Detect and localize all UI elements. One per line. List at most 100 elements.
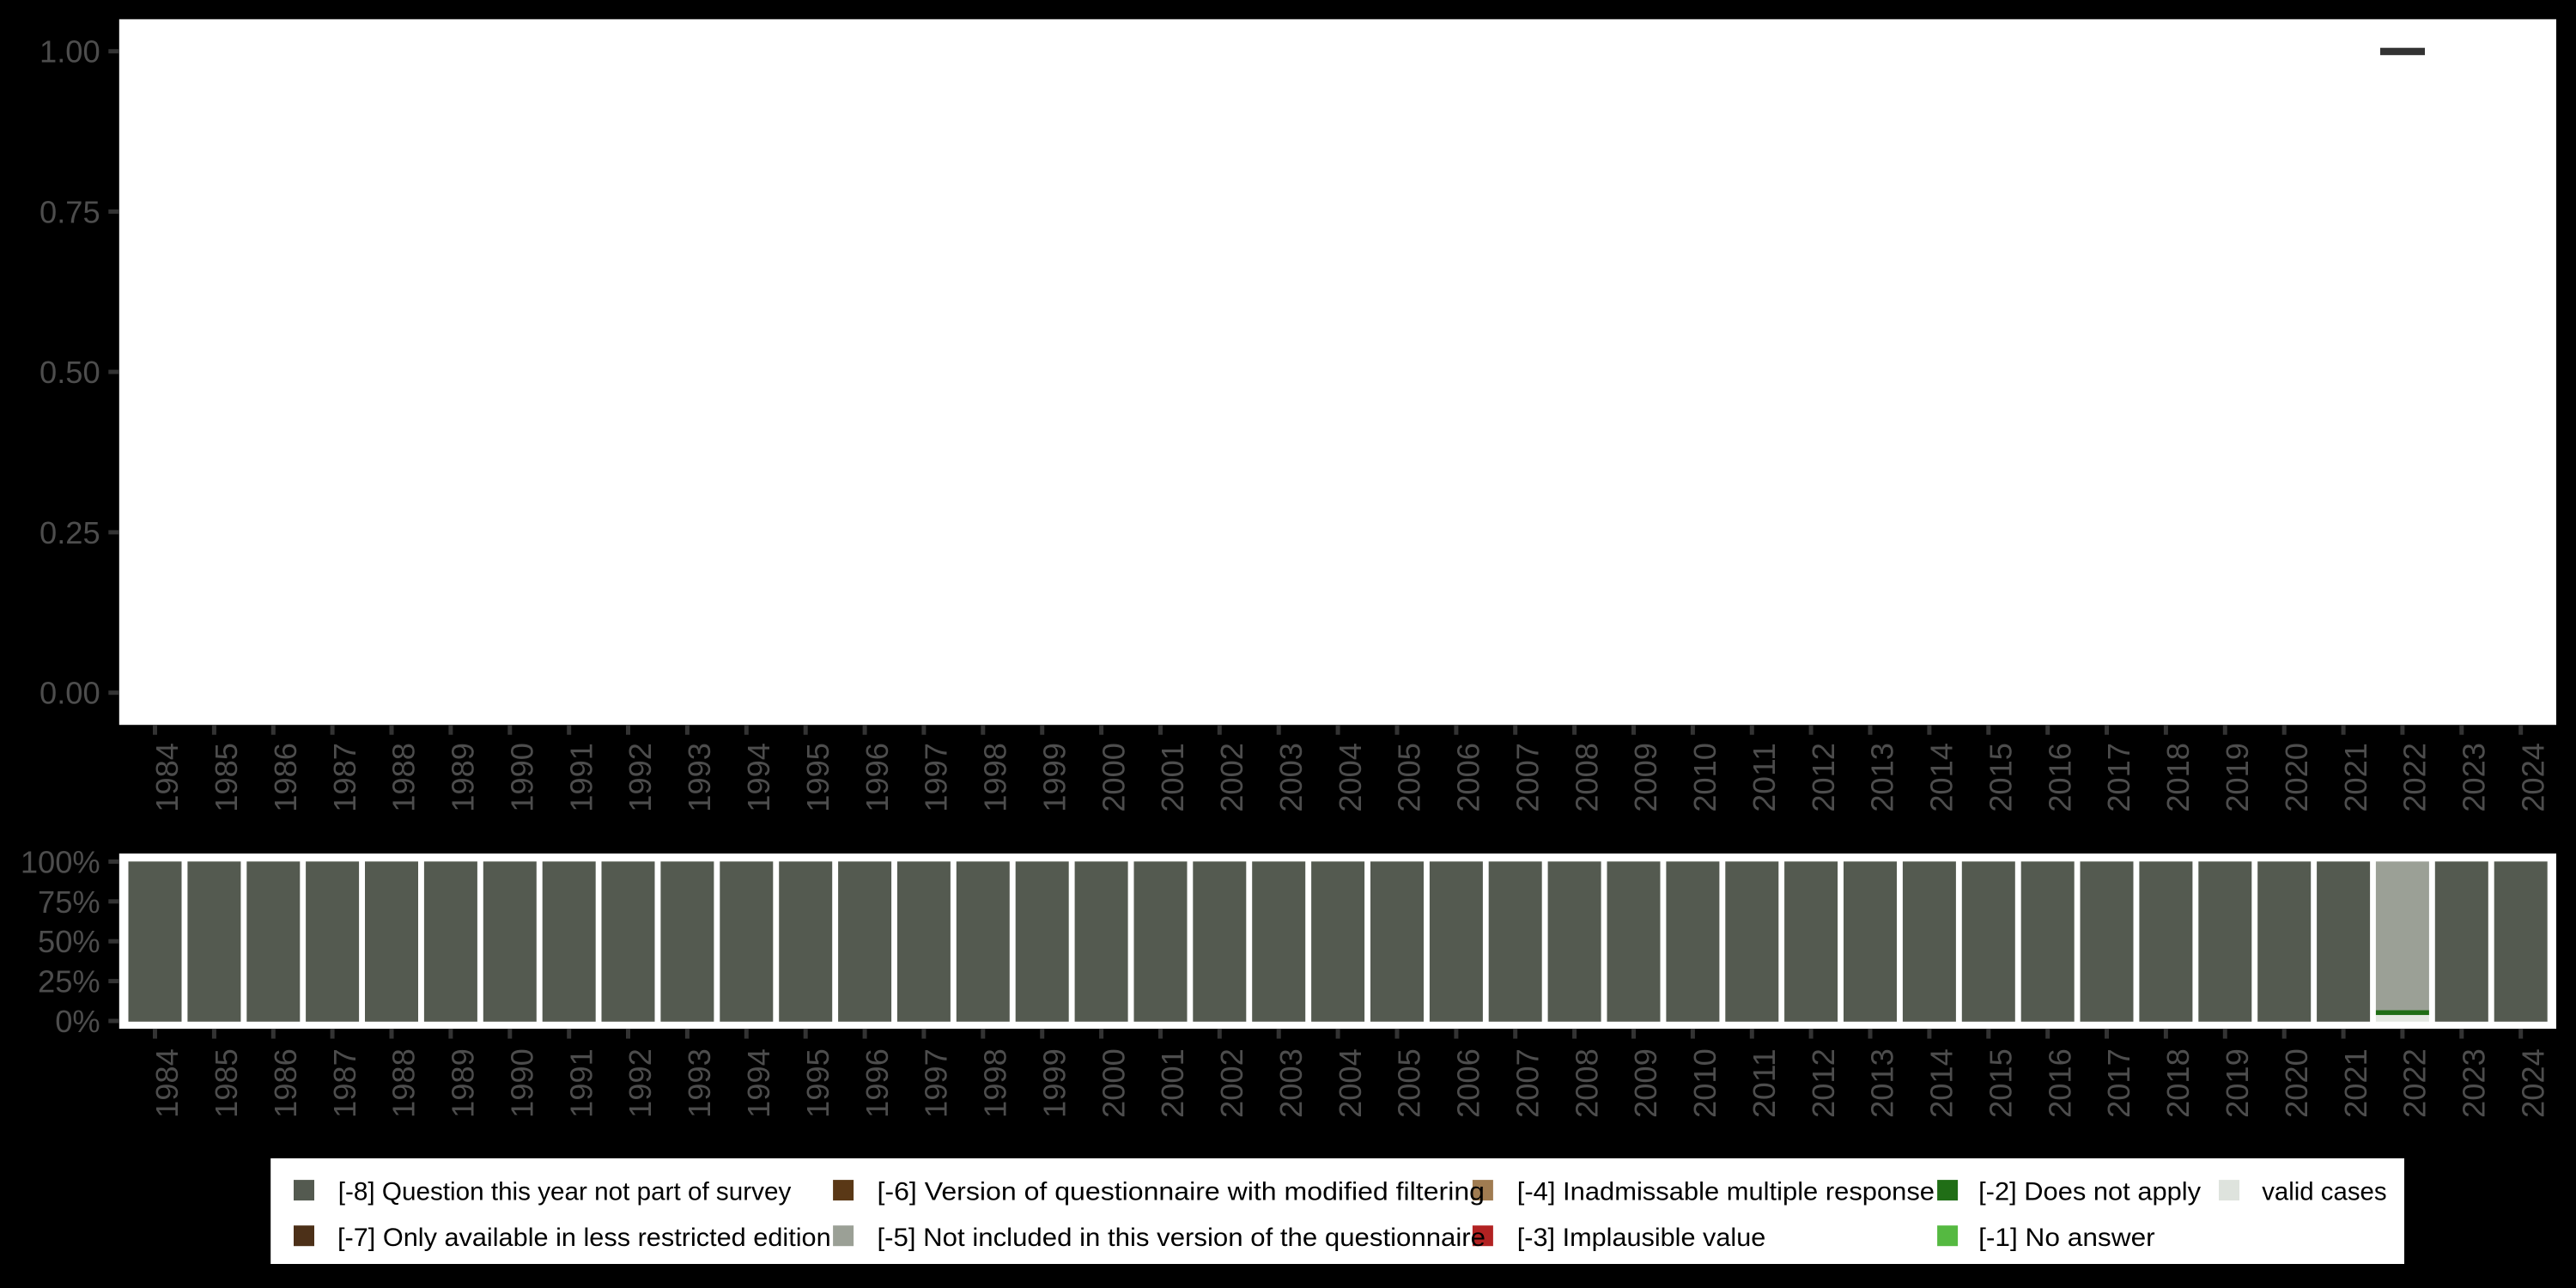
svg-text:1994: 1994: [741, 743, 776, 812]
svg-text:2010: 2010: [1687, 743, 1722, 812]
svg-text:[-7] Only available in less re: [-7] Only available in less restricted e…: [337, 1224, 831, 1252]
svg-text:0.75: 0.75: [39, 194, 100, 229]
svg-text:2018: 2018: [2160, 1048, 2196, 1118]
svg-text:1986: 1986: [268, 743, 303, 812]
svg-text:1998: 1998: [978, 1048, 1013, 1118]
svg-text:2005: 2005: [1392, 743, 1427, 812]
svg-text:2002: 2002: [1214, 743, 1249, 812]
svg-text:2016: 2016: [2042, 743, 2077, 812]
svg-text:1985: 1985: [209, 1048, 244, 1118]
svg-text:1997: 1997: [919, 1048, 954, 1118]
svg-text:1997: 1997: [919, 743, 954, 812]
svg-text:2001: 2001: [1155, 1048, 1190, 1118]
svg-text:50%: 50%: [38, 924, 100, 959]
svg-text:2019: 2019: [2220, 1048, 2255, 1118]
svg-text:2014: 2014: [1924, 743, 1959, 812]
svg-text:2004: 2004: [1333, 1048, 1368, 1118]
svg-text:2024: 2024: [2515, 743, 2550, 812]
svg-text:1993: 1993: [682, 1048, 717, 1118]
svg-text:2007: 2007: [1510, 743, 1545, 812]
svg-text:1.00: 1.00: [39, 34, 100, 70]
svg-text:2022: 2022: [2397, 743, 2433, 812]
svg-text:2009: 2009: [1628, 743, 1663, 812]
svg-text:2021: 2021: [2338, 743, 2373, 812]
svg-text:[-5] Not included in this vers: [-5] Not included in this version of the…: [878, 1224, 1486, 1252]
svg-text:1989: 1989: [446, 743, 481, 812]
svg-text:1990: 1990: [505, 1048, 540, 1118]
svg-text:1999: 1999: [1036, 743, 1072, 812]
svg-text:25%: 25%: [38, 964, 100, 999]
svg-text:1992: 1992: [623, 743, 658, 812]
svg-text:0.00: 0.00: [39, 676, 100, 711]
svg-text:2001: 2001: [1155, 743, 1190, 812]
svg-text:2006: 2006: [1451, 743, 1486, 812]
svg-text:1986: 1986: [268, 1048, 303, 1118]
svg-text:2008: 2008: [1569, 743, 1604, 812]
svg-text:1995: 1995: [800, 1048, 835, 1118]
svg-text:1990: 1990: [505, 743, 540, 812]
svg-text:2021: 2021: [2338, 1048, 2373, 1118]
svg-text:2023: 2023: [2457, 743, 2492, 812]
svg-text:[-4] Inadmissable multiple res: [-4] Inadmissable multiple response: [1517, 1178, 1935, 1206]
svg-text:1992: 1992: [623, 1048, 658, 1118]
svg-text:2012: 2012: [1806, 743, 1841, 812]
svg-text:[-1] No answer: [-1] No answer: [1978, 1224, 2155, 1252]
svg-text:2018: 2018: [2160, 743, 2196, 812]
svg-text:2011: 2011: [1747, 743, 1782, 812]
svg-text:1993: 1993: [682, 743, 717, 812]
svg-text:2013: 2013: [1865, 743, 1900, 812]
svg-text:2019: 2019: [2220, 743, 2255, 812]
svg-text:2017: 2017: [2101, 1048, 2136, 1118]
svg-text:1991: 1991: [563, 1048, 598, 1118]
svg-text:75%: 75%: [38, 884, 100, 920]
svg-text:0.50: 0.50: [39, 355, 100, 390]
svg-text:2024: 2024: [2515, 1048, 2550, 1118]
svg-text:1996: 1996: [860, 743, 895, 812]
svg-text:2020: 2020: [2279, 743, 2314, 812]
svg-text:0%: 0%: [55, 1004, 100, 1039]
svg-text:[-2] Does not apply: [-2] Does not apply: [1978, 1178, 2201, 1206]
svg-text:1984: 1984: [149, 1048, 185, 1118]
svg-text:1985: 1985: [209, 743, 244, 812]
svg-text:2023: 2023: [2457, 1048, 2492, 1118]
svg-text:valid cases: valid cases: [2262, 1178, 2386, 1206]
svg-text:2000: 2000: [1096, 1048, 1131, 1118]
svg-text:0.25: 0.25: [39, 515, 100, 550]
svg-text:2014: 2014: [1924, 1048, 1959, 1118]
svg-text:1994: 1994: [741, 1048, 776, 1118]
svg-text:1995: 1995: [800, 743, 835, 812]
svg-text:2010: 2010: [1687, 1048, 1722, 1118]
svg-text:2007: 2007: [1510, 1048, 1545, 1118]
svg-text:2012: 2012: [1806, 1048, 1841, 1118]
svg-text:2008: 2008: [1569, 1048, 1604, 1118]
svg-text:1991: 1991: [563, 743, 598, 812]
svg-text:2003: 2003: [1273, 1048, 1309, 1118]
svg-text:1998: 1998: [978, 743, 1013, 812]
svg-text:2015: 2015: [1984, 743, 2019, 812]
svg-text:[-3] Implausible value: [-3] Implausible value: [1517, 1224, 1766, 1252]
svg-text:2016: 2016: [2042, 1048, 2077, 1118]
svg-text:2020: 2020: [2279, 1048, 2314, 1118]
svg-text:1999: 1999: [1036, 1048, 1072, 1118]
svg-text:1987: 1987: [327, 1048, 362, 1118]
svg-text:1996: 1996: [860, 1048, 895, 1118]
svg-text:2000: 2000: [1096, 743, 1131, 812]
svg-text:2022: 2022: [2397, 1048, 2433, 1118]
svg-text:2011: 2011: [1747, 1048, 1782, 1118]
svg-text:2013: 2013: [1865, 1048, 1900, 1118]
svg-text:2002: 2002: [1214, 1048, 1249, 1118]
svg-text:2005: 2005: [1392, 1048, 1427, 1118]
svg-text:100%: 100%: [21, 844, 100, 879]
svg-text:2009: 2009: [1628, 1048, 1663, 1118]
svg-text:[-6] Version of questionnaire: [-6] Version of questionnaire with modif…: [878, 1178, 1485, 1206]
svg-text:1984: 1984: [149, 743, 185, 812]
svg-text:2006: 2006: [1451, 1048, 1486, 1118]
svg-text:1988: 1988: [386, 1048, 422, 1118]
svg-text:2015: 2015: [1984, 1048, 2019, 1118]
svg-text:[-8] Question this year not pa: [-8] Question this year not part of surv…: [338, 1178, 792, 1206]
svg-text:1988: 1988: [386, 743, 422, 812]
svg-text:1987: 1987: [327, 743, 362, 812]
svg-text:2004: 2004: [1333, 743, 1368, 812]
svg-text:2003: 2003: [1273, 743, 1309, 812]
svg-text:2017: 2017: [2101, 743, 2136, 812]
